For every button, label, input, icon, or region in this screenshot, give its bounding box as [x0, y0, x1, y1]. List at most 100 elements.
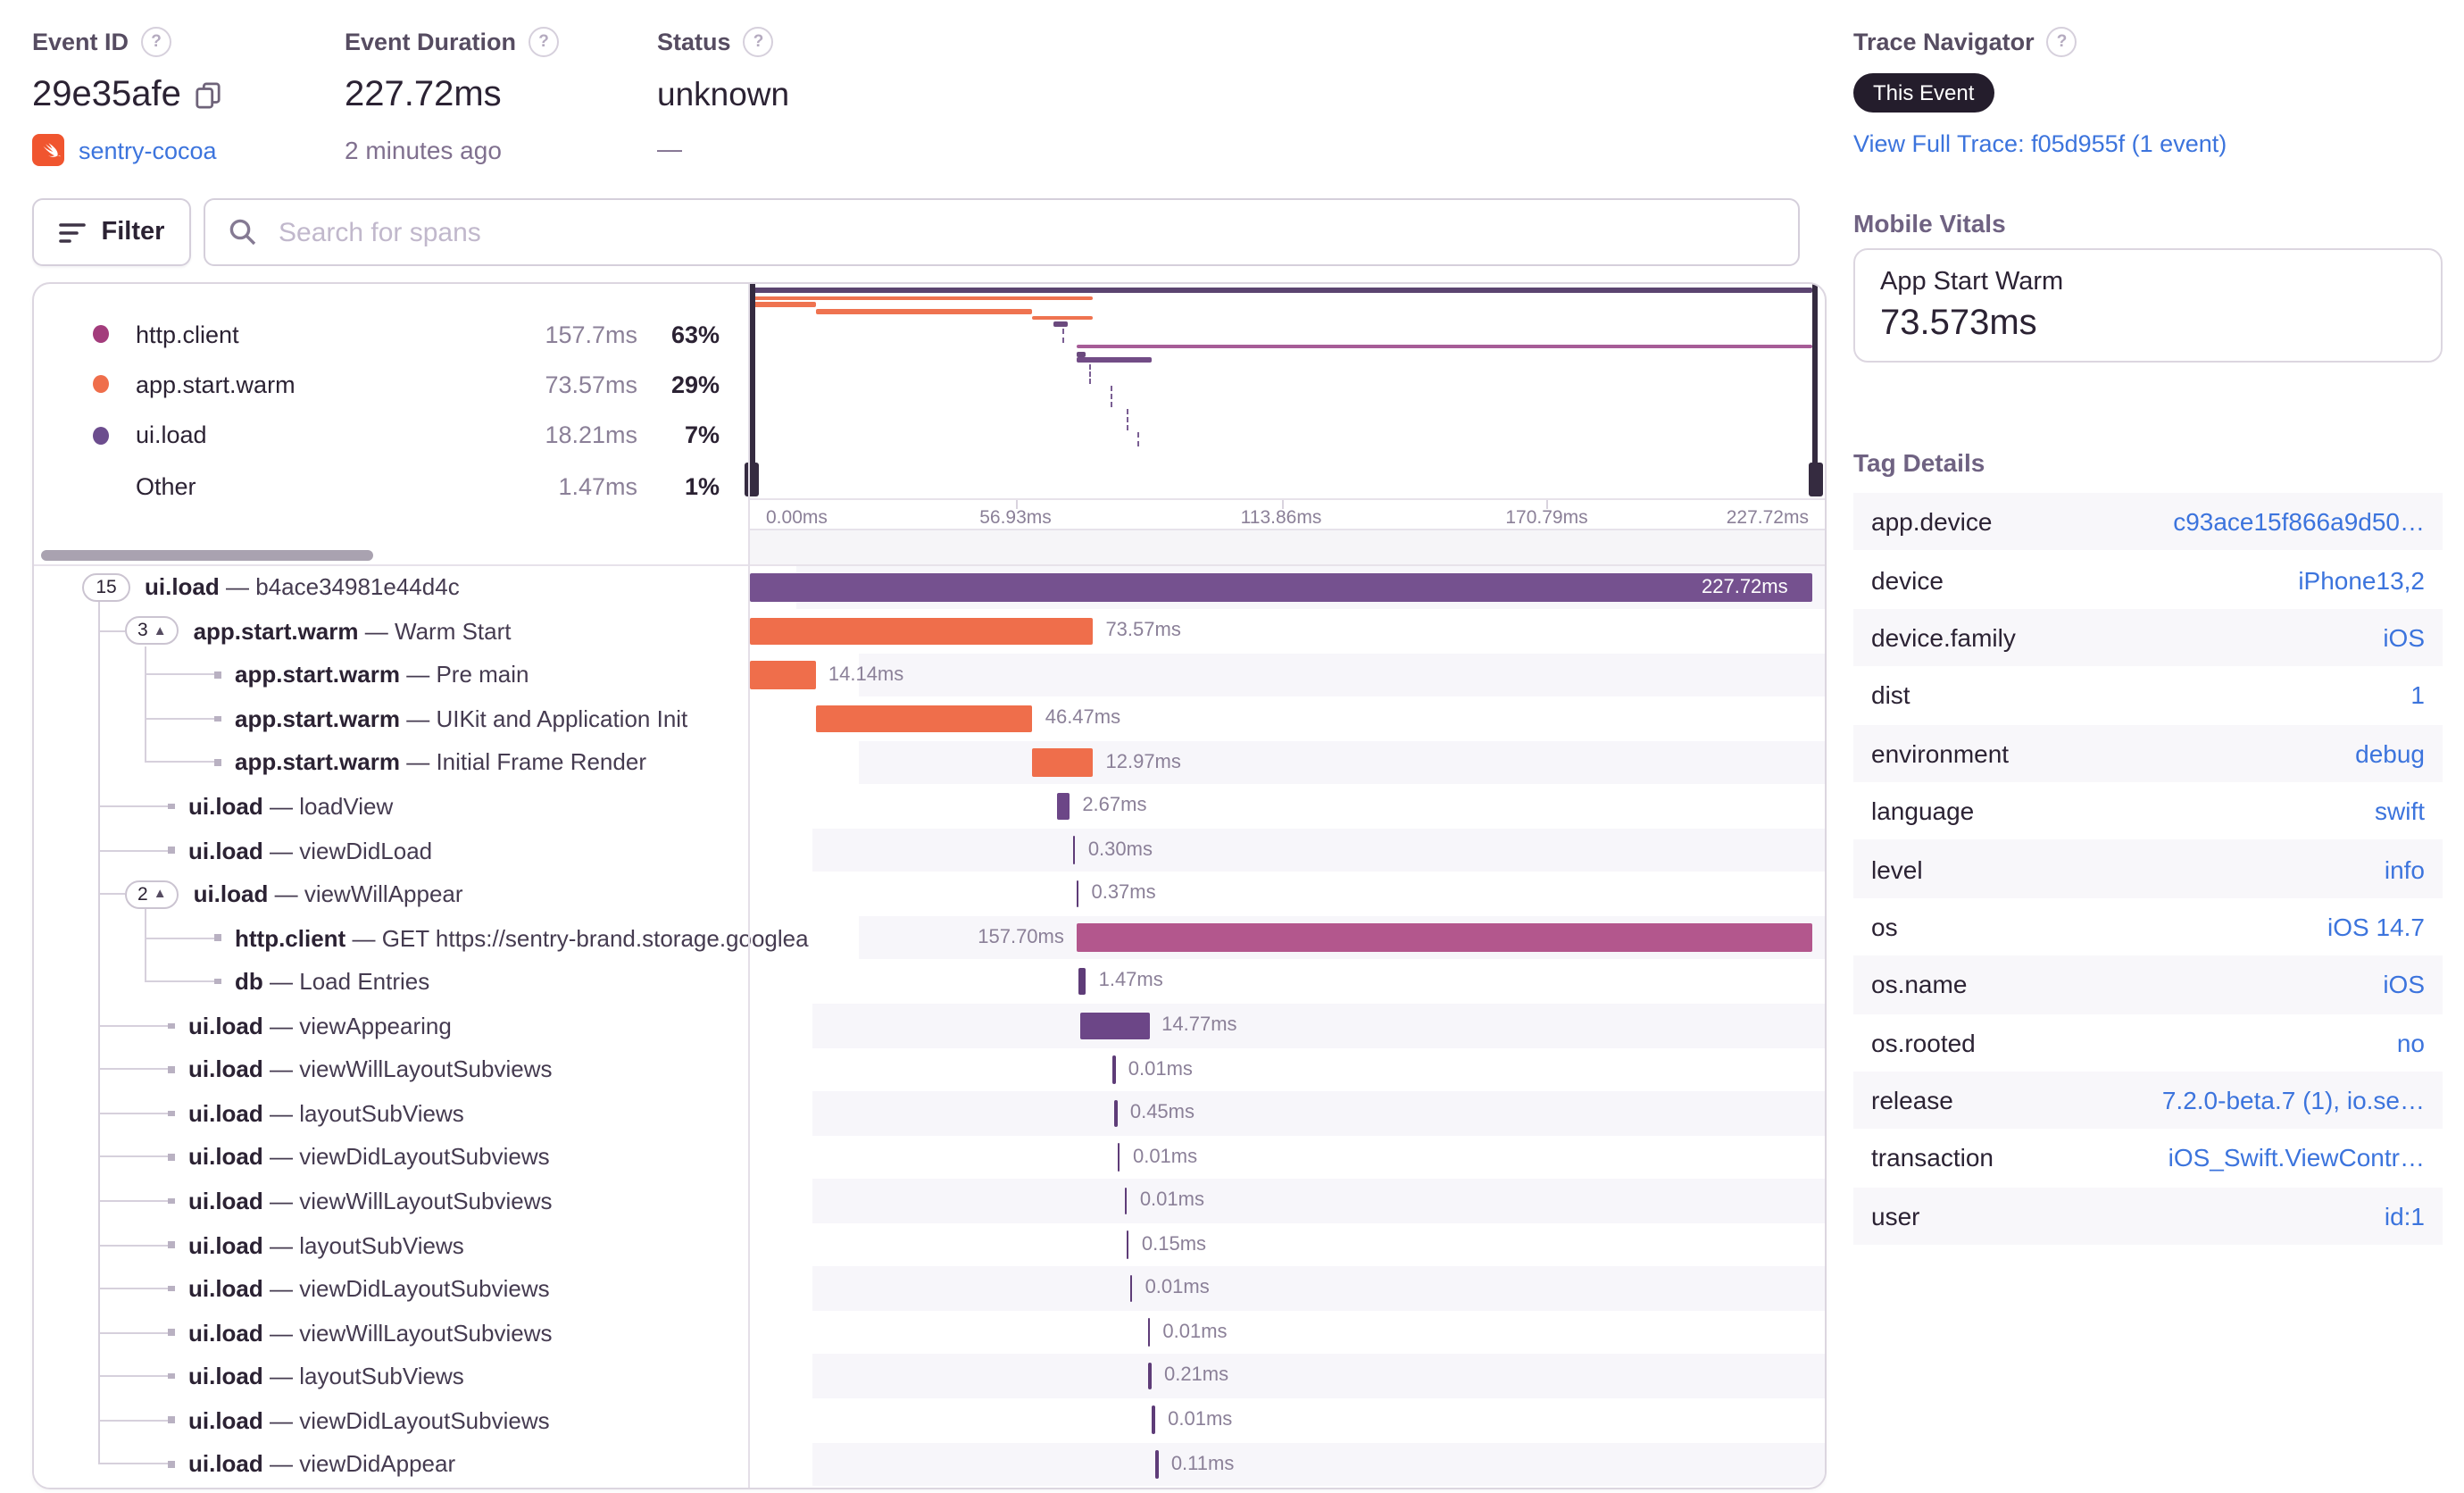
span-title: ui.load — layoutSubViews [188, 1099, 464, 1127]
span-duration-label: 0.01ms [1128, 1058, 1193, 1080]
tag-key: user [1871, 1201, 1920, 1230]
minimap-span-bar [1076, 344, 1812, 349]
tag-key: device.family [1871, 622, 2016, 652]
span-duration-label: 0.45ms [1129, 1102, 1195, 1124]
tag-value-link[interactable]: 7.2.0-beta.7 (1), io.se… [2161, 1086, 2425, 1115]
tree-connector [145, 673, 216, 676]
tag-key: release [1871, 1086, 1953, 1115]
help-icon[interactable]: ? [2046, 27, 2077, 57]
span-duration-label: 0.37ms [1091, 882, 1156, 905]
viewport-handle-right-line[interactable] [1812, 284, 1818, 496]
tag-row: device.family iOS [1853, 608, 2443, 667]
span-row[interactable]: ui.load — loadView 2.67ms [34, 784, 1825, 829]
span-row[interactable]: ui.load — layoutSubViews 0.45ms [34, 1091, 1825, 1136]
span-name-cell: ui.load — loadView [34, 784, 812, 829]
view-full-trace-link[interactable]: View Full Trace: f05d955f (1 event) [1853, 130, 2227, 157]
child-count-badge[interactable]: 2 ▲ [125, 880, 179, 909]
span-title: ui.load — viewDidLayoutSubviews [188, 1143, 550, 1171]
span-name-cell: 15 ui.load — b4ace34981e44d4c [34, 565, 796, 610]
tree-connector [145, 717, 216, 720]
vital-name: App Start Warm [1880, 268, 2064, 296]
tag-value-link[interactable]: id:1 [2384, 1201, 2425, 1230]
span-row[interactable]: ui.load — viewAppearing 14.77ms [34, 1004, 1825, 1048]
axis-tick-label: 113.86ms [1240, 506, 1322, 528]
legend-item: ui.load 18.21ms 7% [34, 410, 748, 461]
tag-key: environment [1871, 738, 2010, 768]
span-name-cell: 2 ▲ ui.load — viewWillAppear [34, 872, 812, 916]
tag-value-link[interactable]: iOS [2383, 622, 2425, 652]
tag-value-link[interactable]: debug [2355, 738, 2425, 768]
span-row[interactable]: ui.load — viewWillLayoutSubviews 0.01ms [34, 1179, 1825, 1223]
span-row[interactable]: ui.load — viewDidLayoutSubviews 0.01ms [34, 1397, 1825, 1442]
tag-row: dist 1 [1853, 666, 2443, 724]
span-duration-label: 12.97ms [1105, 751, 1181, 773]
tree-connector [98, 1199, 170, 1202]
span-name-cell: app.start.warm — UIKit and Application I… [34, 696, 859, 741]
search-input[interactable] [275, 215, 1775, 249]
axis-tick [1546, 500, 1549, 509]
span-name-cell: ui.load — viewDidAppear [34, 1442, 812, 1487]
project-link[interactable]: sentry-cocoa [79, 137, 217, 163]
help-icon[interactable]: ? [529, 27, 560, 57]
span-title: ui.load — viewAppearing [188, 1012, 452, 1039]
span-row[interactable]: db — Load Entries 1.47ms [34, 959, 1825, 1004]
span-row[interactable]: ui.load — viewWillLayoutSubviews 0.01ms [34, 1310, 1825, 1355]
tag-value-link[interactable]: iOS_Swift.ViewContr… [2168, 1143, 2425, 1172]
trace-minimap[interactable] [745, 284, 1825, 498]
legend-op-percent: 63% [670, 321, 720, 348]
op-color-dot [93, 325, 109, 344]
tag-value-link[interactable]: swift [2375, 797, 2425, 826]
tag-value-link[interactable]: iPhone13,2 [2298, 565, 2425, 595]
span-row[interactable]: app.start.warm — UIKit and Application I… [34, 696, 1825, 741]
span-row[interactable]: ui.load — viewWillLayoutSubviews 0.01ms [34, 1047, 1825, 1092]
span-name-cell: http.client — GET https://sentry-brand.s… [34, 915, 859, 960]
tree-connector-dot [168, 1154, 174, 1161]
span-row[interactable]: 2 ▲ ui.load — viewWillAppear 0.37ms [34, 872, 1825, 916]
span-row[interactable]: ui.load — viewDidLoad 0.30ms [34, 828, 1825, 872]
span-row[interactable]: ui.load — viewDidAppear 0.11ms [34, 1442, 1825, 1487]
filter-button[interactable]: Filter [32, 198, 191, 266]
minimap-span-bar [1077, 351, 1086, 357]
tag-key: os.name [1871, 970, 1968, 999]
legend-op-name: http.client [136, 321, 239, 348]
tree-connector [98, 1024, 170, 1027]
tag-value-link[interactable]: iOS 14.7 [2327, 912, 2425, 941]
span-title: ui.load — viewDidLayoutSubviews [188, 1406, 550, 1434]
filter-button-label: Filter [101, 218, 165, 246]
span-row[interactable]: ui.load — viewDidLayoutSubviews 0.01ms [34, 1266, 1825, 1311]
tag-value-link[interactable]: no [2396, 1028, 2425, 1057]
span-duration-label: 73.57ms [1105, 620, 1181, 642]
tree-connector-dot [214, 759, 221, 766]
viewport-handle-right[interactable] [1808, 463, 1822, 496]
span-row[interactable]: 15 ui.load — b4ace34981e44d4c 227.72ms [34, 565, 1825, 610]
tag-key: level [1871, 855, 1923, 884]
tag-value-link[interactable]: iOS [2383, 970, 2425, 999]
viewport-handle-left[interactable] [745, 463, 759, 496]
help-icon[interactable]: ? [743, 27, 774, 57]
span-row[interactable]: http.client — GET https://sentry-brand.s… [34, 915, 1825, 960]
span-row[interactable]: 3 ▲ app.start.warm — Warm Start 73.57ms [34, 609, 1825, 654]
copy-icon[interactable] [196, 82, 222, 109]
event-id-label-text: Event ID [32, 29, 129, 55]
span-duration-bar [1057, 792, 1070, 821]
span-row[interactable]: app.start.warm — Initial Frame Render 12.… [34, 740, 1825, 785]
tag-value-link[interactable]: c93ace15f866a9d50… [2173, 507, 2425, 537]
span-name-cell: ui.load — layoutSubViews [34, 1222, 812, 1267]
tag-value-link[interactable]: info [2384, 855, 2425, 884]
scrollbar-thumb[interactable] [41, 550, 373, 560]
help-icon[interactable]: ? [141, 27, 172, 57]
vital-card[interactable]: App Start Warm 73.573ms [1853, 248, 2443, 363]
row-stripe [750, 1047, 1825, 1091]
span-row[interactable]: app.start.warm — Pre main 14.14ms [34, 653, 1825, 697]
child-count-badge[interactable]: 15 [82, 572, 130, 602]
tree-guide-line [145, 646, 146, 763]
span-row[interactable]: ui.load — layoutSubViews 0.21ms [34, 1354, 1825, 1398]
panel-divider[interactable] [748, 284, 750, 1488]
viewport-handle-left-line[interactable] [750, 284, 755, 496]
span-row[interactable]: ui.load — viewDidLayoutSubviews 0.01ms [34, 1135, 1825, 1180]
span-duration-label: 1.47ms [1098, 970, 1163, 992]
span-row[interactable]: ui.load — layoutSubViews 0.15ms [34, 1222, 1825, 1267]
tag-value-link[interactable]: 1 [2410, 680, 2425, 710]
child-count-badge[interactable]: 3 ▲ [125, 616, 179, 646]
span-duration-bar [1129, 1274, 1133, 1303]
